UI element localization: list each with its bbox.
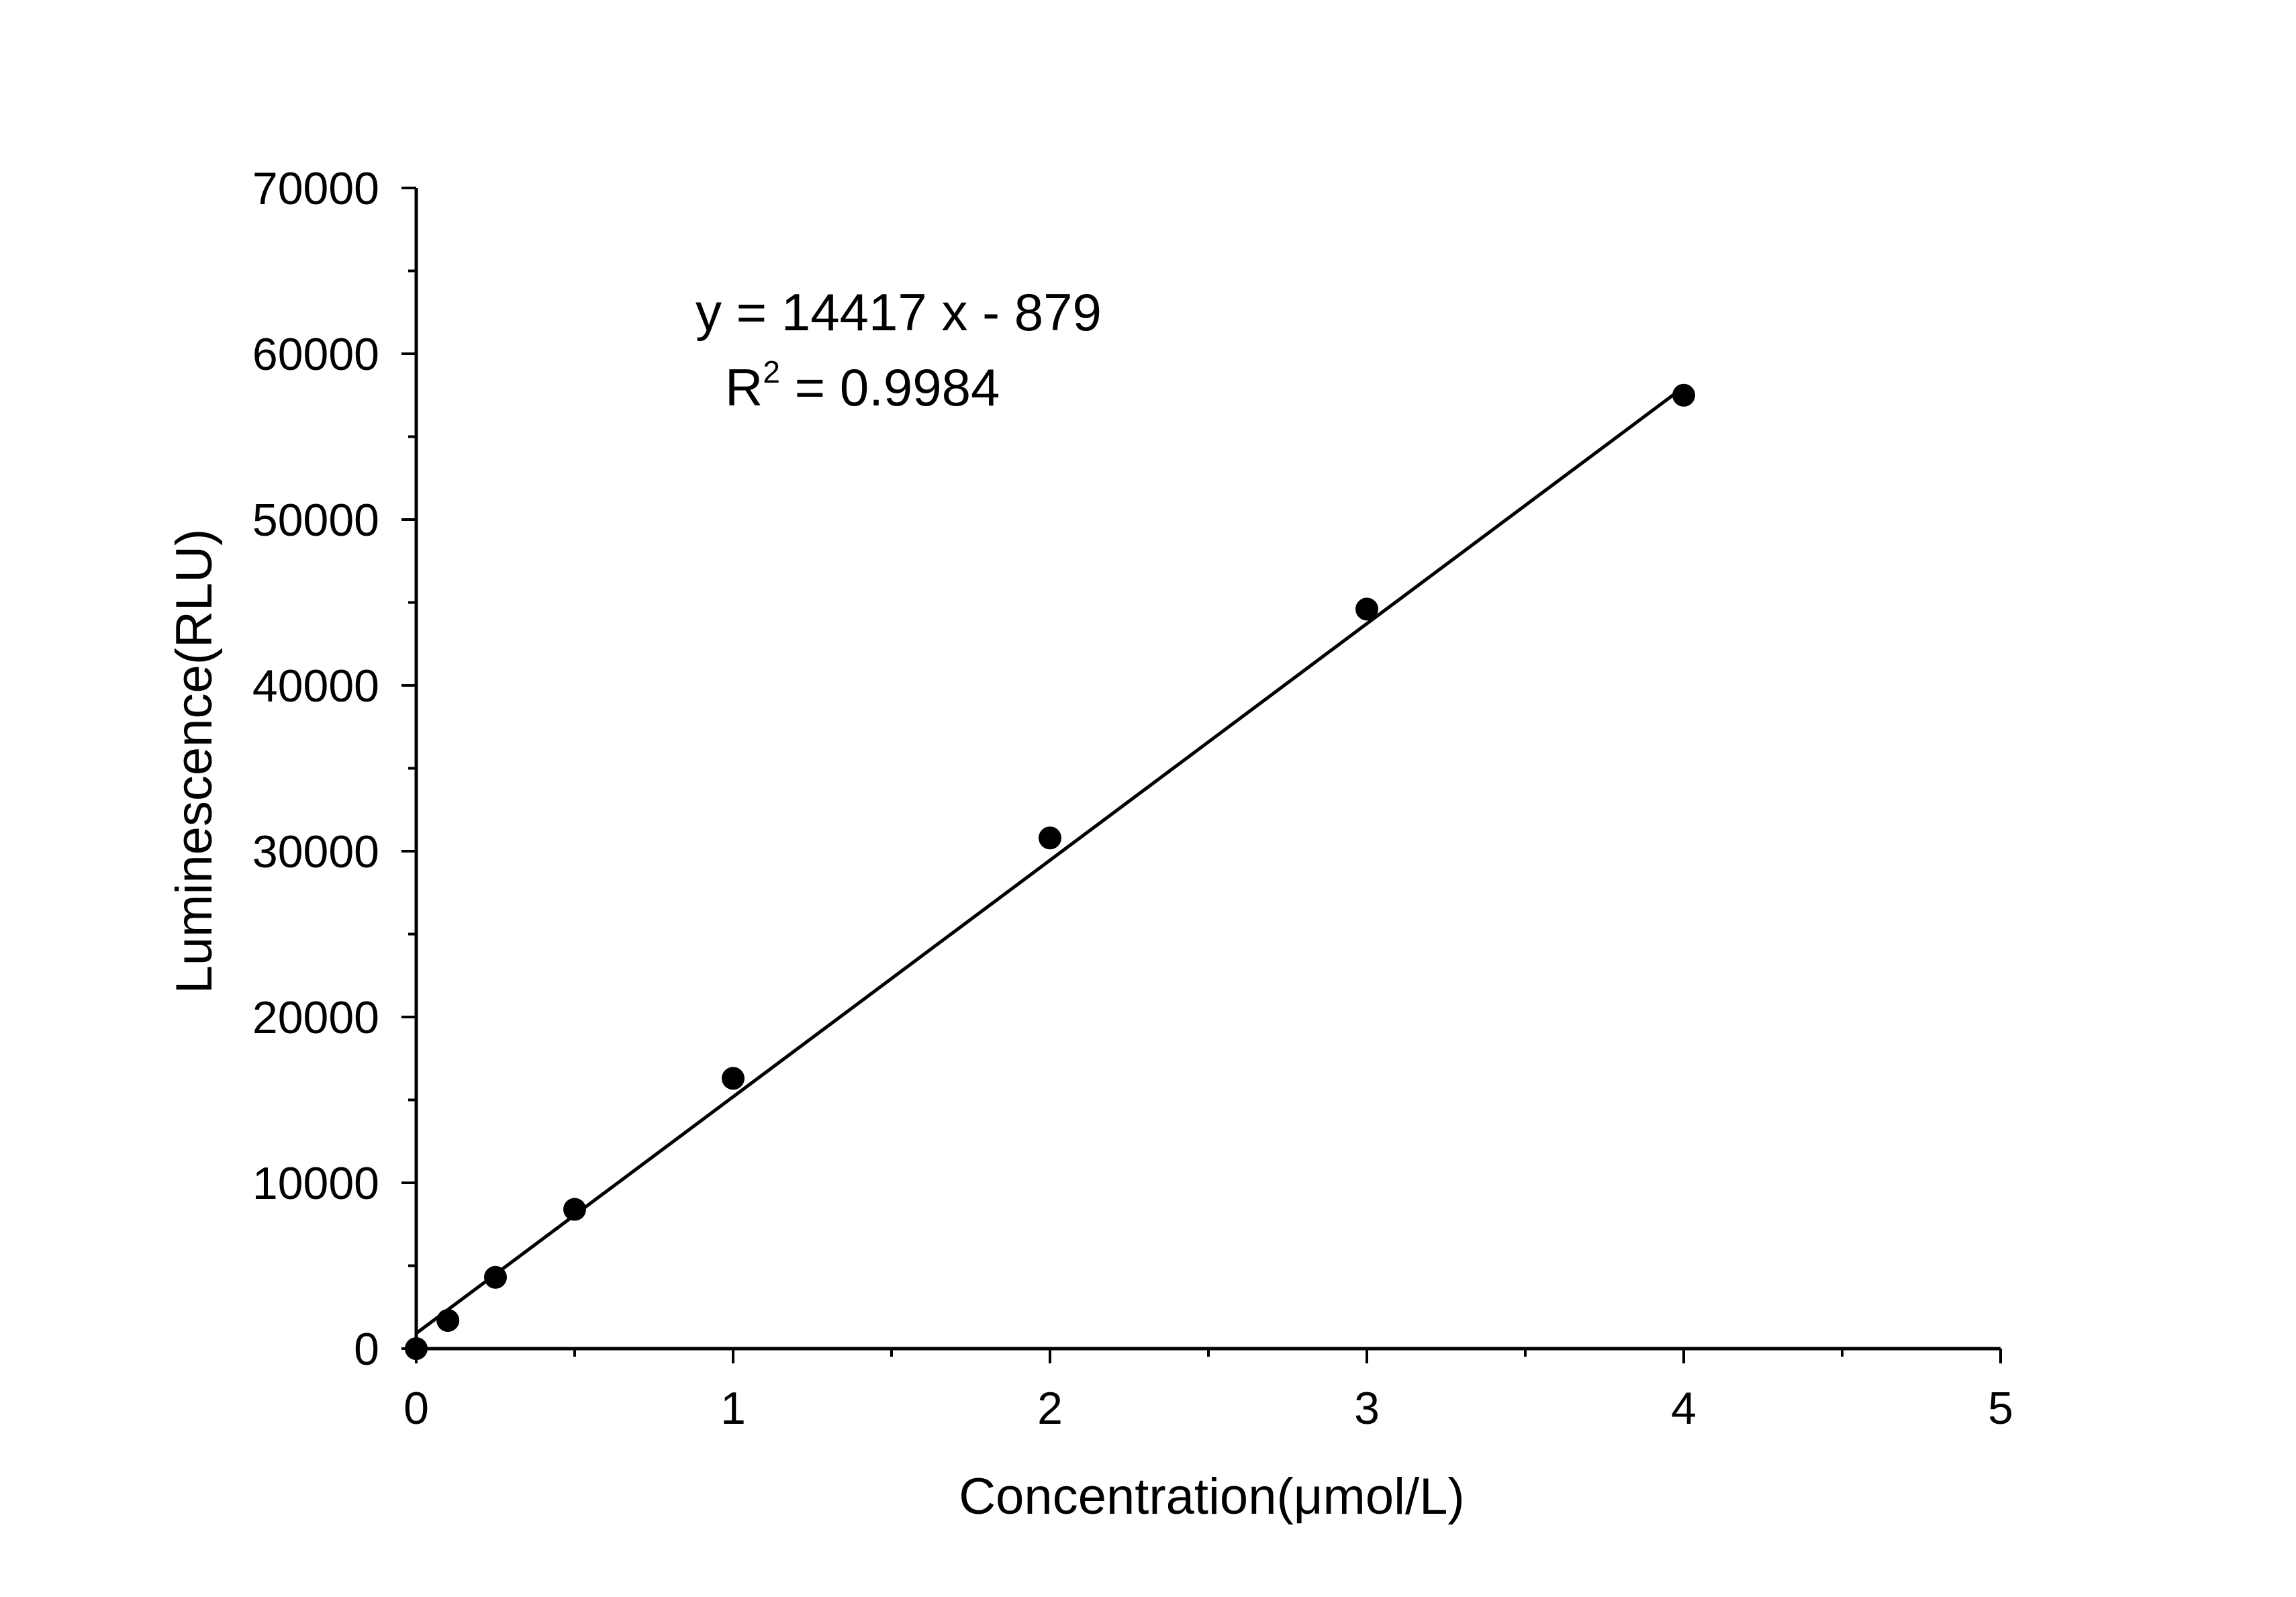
y-axis-title: Luminescence(RLU) <box>166 529 223 994</box>
data-point <box>1039 826 1061 850</box>
plot-area <box>405 383 1695 1360</box>
fit-equation: y = 14417 x - 879 <box>696 283 1102 342</box>
r-squared-superscript: 2 <box>763 354 780 389</box>
data-point <box>722 1067 745 1090</box>
data-point <box>436 1309 460 1333</box>
r-squared-value: = 0.9984 <box>780 358 1000 417</box>
y-tick-label: 50000 <box>252 495 379 546</box>
r-squared-prefix: R <box>725 358 763 417</box>
axes: 0 1 2 3 4 5 0 10000 20000 30000 40000 50000 60000 700… <box>252 163 2013 1434</box>
x-tick-label: 0 <box>403 1383 429 1434</box>
x-tick-label: 2 <box>1037 1383 1063 1434</box>
y-tick-label: 30000 <box>252 826 379 877</box>
data-point <box>484 1265 507 1289</box>
x-axis-title: Concentration(μmol/L) <box>959 1468 1464 1525</box>
y-tick-label: 60000 <box>252 329 379 380</box>
y-tick-label: 20000 <box>252 992 379 1043</box>
y-tick-label: 40000 <box>252 661 379 712</box>
x-tick-label: 3 <box>1354 1383 1380 1434</box>
y-tick-label: 70000 <box>252 163 379 214</box>
x-tick-label: 4 <box>1671 1383 1696 1434</box>
y-tick-label: 0 <box>354 1324 379 1375</box>
data-point <box>563 1198 586 1221</box>
fit-line <box>415 385 1685 1335</box>
data-point <box>1672 383 1695 407</box>
r-squared-annotation: R2 = 0.9984 <box>725 354 1000 417</box>
y-tick-label: 10000 <box>252 1158 379 1209</box>
x-tick-label: 5 <box>1988 1383 2013 1434</box>
x-tick-label: 1 <box>720 1383 746 1434</box>
data-point <box>1355 597 1378 621</box>
